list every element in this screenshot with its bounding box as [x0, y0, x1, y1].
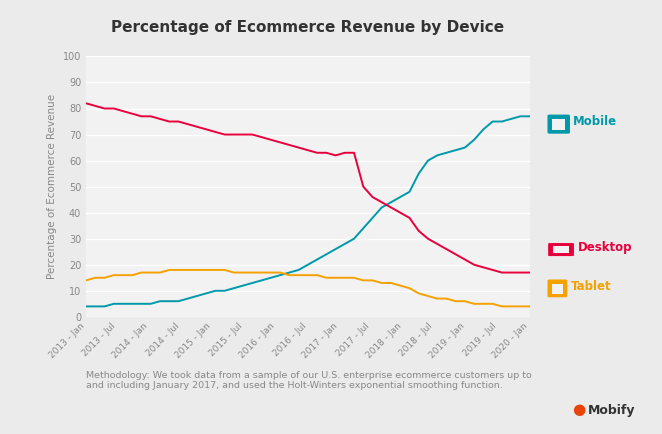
Text: ●: ●: [573, 401, 586, 417]
FancyBboxPatch shape: [547, 279, 567, 297]
Y-axis label: Percentage of Ecommerce Revenue: Percentage of Ecommerce Revenue: [47, 94, 58, 279]
Text: Mobile: Mobile: [573, 115, 618, 128]
FancyBboxPatch shape: [547, 115, 570, 134]
FancyBboxPatch shape: [553, 246, 569, 253]
Text: Mobify: Mobify: [588, 404, 636, 417]
Text: Percentage of Ecommerce Revenue by Device: Percentage of Ecommerce Revenue by Devic…: [111, 20, 504, 35]
Text: Methodology: We took data from a sample of our U.S. enterprise ecommerce custome: Methodology: We took data from a sample …: [86, 371, 532, 391]
FancyBboxPatch shape: [548, 243, 574, 256]
FancyBboxPatch shape: [552, 119, 565, 130]
Text: Tablet: Tablet: [571, 280, 611, 293]
Text: Desktop: Desktop: [578, 241, 632, 254]
FancyBboxPatch shape: [552, 284, 563, 294]
